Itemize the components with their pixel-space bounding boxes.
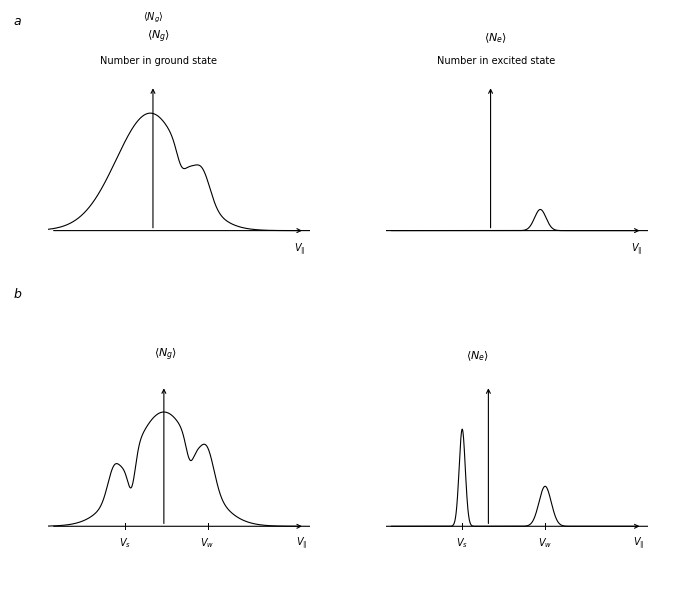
Text: $V_{\!\parallel}$: $V_{\!\parallel}$ (632, 242, 643, 258)
Text: $V_{\!\parallel}$: $V_{\!\parallel}$ (633, 536, 645, 552)
Text: $V_s$: $V_s$ (456, 536, 469, 550)
Text: $\langle N_e \rangle$: $\langle N_e \rangle$ (484, 31, 507, 45)
Text: $\langle N_g \rangle$: $\langle N_g \rangle$ (147, 29, 169, 45)
Text: $V_w$: $V_w$ (538, 536, 552, 550)
Text: $\langle N_e \rangle$: $\langle N_e \rangle$ (466, 349, 489, 363)
Text: b: b (14, 288, 21, 301)
Text: Number in excited state: Number in excited state (437, 56, 555, 66)
Text: Number in ground state: Number in ground state (100, 56, 217, 66)
Text: $V_w$: $V_w$ (200, 536, 214, 550)
Text: $\langle N_g \rangle$: $\langle N_g \rangle$ (143, 11, 163, 25)
Text: $\langle N_g \rangle$: $\langle N_g \rangle$ (154, 347, 178, 363)
Text: $V_s$: $V_s$ (119, 536, 131, 550)
Text: $V_{\!\parallel}$: $V_{\!\parallel}$ (296, 536, 307, 552)
Text: a: a (14, 15, 21, 28)
Text: $V_{\!\parallel}$: $V_{\!\parallel}$ (294, 242, 305, 258)
